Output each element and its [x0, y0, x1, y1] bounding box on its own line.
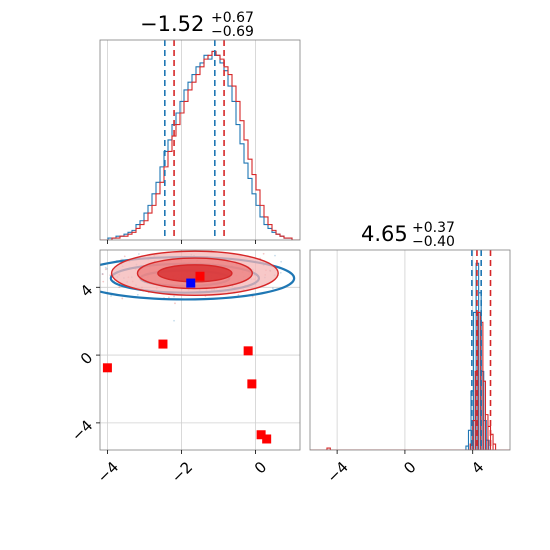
x-tick-label: −2: [168, 458, 196, 486]
sample-point: [102, 280, 105, 283]
histogram-series-red: [326, 311, 497, 450]
panel-bottom-right-title-value: 4.65: [361, 222, 408, 246]
sample-point: [110, 295, 112, 297]
sample-point: [101, 273, 104, 275]
panel-top-left: −1.52 +0.67 −0.69: [99, 10, 301, 244]
marker-red: [262, 434, 272, 444]
marker-red: [243, 346, 253, 356]
panel-top-left-title-upper: +0.67: [211, 10, 254, 26]
sample-point: [106, 267, 108, 270]
panel-bottom-right-frame: [309, 249, 511, 451]
marker-red: [102, 363, 112, 373]
panel-top-left-title-value: −1.52: [140, 12, 204, 36]
sample-point: [167, 296, 170, 299]
sample-point: [137, 253, 140, 255]
sample-point: [71, 280, 73, 282]
panel-bottom-right-title-lower: −0.40: [412, 234, 455, 250]
y-tick-label: −4: [68, 417, 96, 445]
marker-red: [256, 430, 266, 440]
sample-point: [280, 260, 283, 263]
sample-point: [251, 295, 254, 298]
y-tick-label: 0: [77, 349, 96, 368]
sample-point: [173, 295, 175, 298]
x-tick-label: −4: [94, 458, 122, 486]
marker-red: [158, 339, 168, 349]
sample-point: [173, 319, 175, 322]
sample-point: [123, 255, 126, 258]
panel-top-left-title-lower: −0.69: [211, 24, 254, 40]
x-tick-label: 0: [400, 458, 419, 477]
sample-point: [237, 294, 240, 296]
sample-point: [274, 254, 276, 257]
sample-point: [104, 268, 107, 271]
x-tick-label: 0: [251, 458, 270, 477]
y-tick-label: 4: [77, 281, 96, 300]
marker-blue: [186, 278, 196, 288]
sample-point: [360, 275, 362, 277]
x-tick-label: 4: [468, 458, 487, 477]
sample-point: [104, 266, 107, 269]
panel-bottom-right-title-upper: +0.37: [412, 220, 455, 236]
marker-red: [247, 379, 257, 389]
panel-bottom-left: −4 −2 0 −4 0 4: [61, 246, 362, 486]
sample-point: [61, 278, 63, 280]
sample-point: [252, 246, 254, 248]
panel-bottom-left-frame: [99, 249, 301, 451]
histogram-series-blue: [100, 50, 300, 240]
sample-point: [101, 273, 104, 276]
histogram-series-red: [100, 50, 300, 240]
sample-point: [118, 286, 121, 288]
sample-point: [262, 252, 265, 255]
sample-point: [121, 297, 124, 300]
panel-top-left-frame: [99, 39, 301, 241]
marker-red: [195, 271, 205, 281]
x-tick-label: −4: [323, 458, 351, 486]
sample-point: [174, 302, 176, 305]
sample-point: [136, 293, 139, 296]
sample-point: [279, 271, 282, 274]
panel-bottom-right: −4 0 4 4.65 +0.37 −0.40: [309, 220, 511, 486]
sample-point: [271, 287, 274, 290]
